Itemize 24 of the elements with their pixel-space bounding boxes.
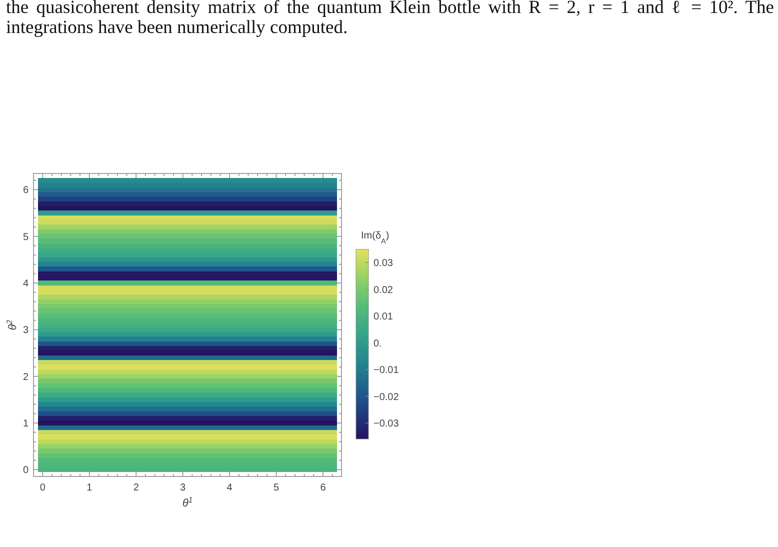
y-tick-label: 5 — [22, 232, 29, 243]
color-bar-label: −0.03 — [374, 418, 400, 430]
y-tick-label: 6 — [22, 185, 29, 196]
color-bar-label: 0.01 — [374, 312, 394, 323]
color-bar-label: 0.02 — [374, 284, 394, 296]
y-tick-label: 0 — [22, 465, 29, 476]
x-axis-title: θ$^{1}$ — [182, 495, 193, 510]
y-tick-label: 3 — [22, 325, 29, 336]
x-tick-label: 0 — [40, 482, 46, 494]
x-tick-label: 3 — [180, 482, 186, 494]
color-bar-title: Im(δ$_{A}$) — [361, 230, 390, 245]
x-tick-label: 6 — [320, 482, 326, 494]
color-bar-label: 0.03 — [374, 258, 394, 270]
x-tick-label: 5 — [273, 482, 280, 494]
text: the quasicoherent density matrix of the quantum Klein bottle with R = 2, r = 1 and ℓ = 10². The integrations have been numerically computed. — [6, 0, 774, 38]
x-tick-label: 2 — [133, 482, 140, 494]
color-bar-label: −0.02 — [374, 392, 400, 403]
y-tick-label: 2 — [22, 372, 29, 383]
y-tick-label: 4 — [22, 278, 29, 290]
color-bar-label: 0. — [374, 338, 382, 350]
color-bar-label: −0.01 — [374, 365, 400, 376]
x-tick-label: 4 — [226, 482, 233, 494]
y-tick-label: 1 — [22, 418, 29, 430]
x-tick-label: 1 — [86, 482, 93, 494]
